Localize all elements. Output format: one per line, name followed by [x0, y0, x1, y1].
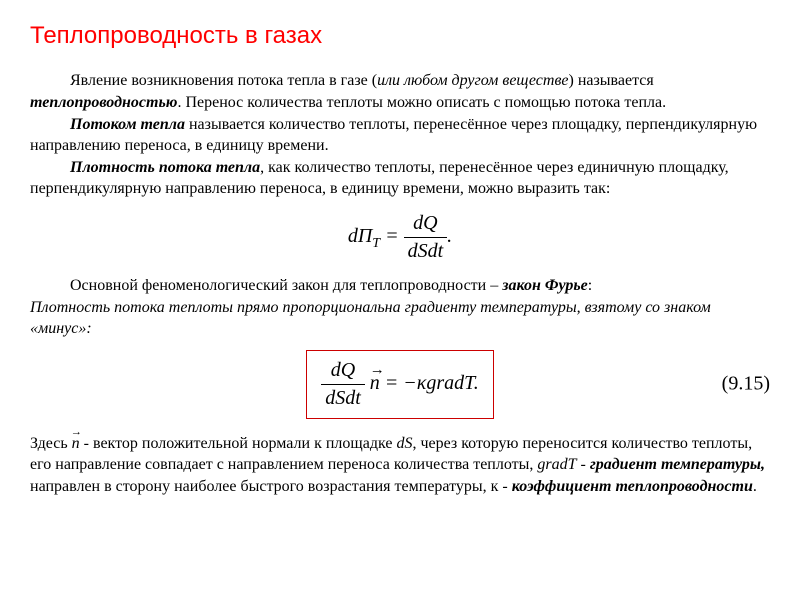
p2-term: Потоком тепла [70, 116, 185, 133]
eq2-rhs: = −κgradT. [380, 372, 479, 394]
p6-dS: dS [396, 435, 412, 452]
eq1-lhs-sub: T [372, 236, 380, 251]
p6-term-gradient: градиент температуры, [590, 456, 765, 473]
p1-text-b: или любом другом веществе [377, 72, 568, 89]
p6-term-coefficient: коэффициент теплопроводности [512, 478, 753, 495]
p1-text-a: Явление возникновения потока тепла в газ… [70, 72, 377, 89]
p3-term: Плотность потока тепла [70, 159, 260, 176]
p6-gradT: gradT [537, 456, 576, 473]
paragraph-4: Основной феноменологический закон для те… [30, 275, 770, 297]
equation-1: dПT = dQdSdt. [30, 210, 770, 265]
eq2-denominator: dSdt [321, 385, 365, 412]
paragraph-3: Плотность потока тепла, как количество т… [30, 157, 770, 200]
p4-text-c: : [588, 277, 592, 294]
eq2-fraction: dQdSdt [321, 357, 365, 412]
p4-term: закон Фурье [502, 277, 588, 294]
paragraph-6: Здесь n - вектор положительной нормали к… [30, 433, 770, 498]
p6-text-d: - [577, 456, 590, 473]
paragraph-2: Потоком тепла называется количество тепл… [30, 114, 770, 157]
eq1-numerator: dQ [404, 210, 448, 238]
equation-2-number: (9.15) [722, 371, 770, 398]
equation-2: dQdSdt n = −κgradT. (9.15) [30, 350, 770, 419]
eq1-dot: . [447, 225, 452, 247]
eq2-vector-n: n [370, 370, 380, 397]
eq1-eq: = [380, 225, 404, 247]
page-title: Теплопроводность в газах [30, 20, 770, 52]
p6-text-b: - вектор положительной нормали к площадк… [80, 435, 397, 452]
p6-vector-n: n [72, 433, 80, 455]
eq1-lhs: dП [348, 225, 372, 247]
p4-text-a: Основной феноменологический закон для те… [70, 277, 502, 294]
p1-text-c: ) называется [568, 72, 653, 89]
eq1-denominator: dSdt [404, 238, 448, 265]
p1-text-e: . Перенос количества теплоты можно описа… [177, 94, 666, 111]
p6-text-a: Здесь [30, 435, 72, 452]
p1-term: теплопроводностью [30, 94, 177, 111]
paragraph-5: Плотность потока теплоты прямо пропорцио… [30, 297, 770, 340]
p6-text-h: . [753, 478, 757, 495]
eq2-numerator: dQ [321, 357, 365, 385]
eq1-fraction: dQdSdt [404, 210, 448, 265]
paragraph-1: Явление возникновения потока тепла в газ… [30, 70, 770, 113]
equation-2-box: dQdSdt n = −κgradT. [306, 350, 494, 419]
p6-text-f: направлен в сторону наиболее быстрого во… [30, 478, 512, 495]
